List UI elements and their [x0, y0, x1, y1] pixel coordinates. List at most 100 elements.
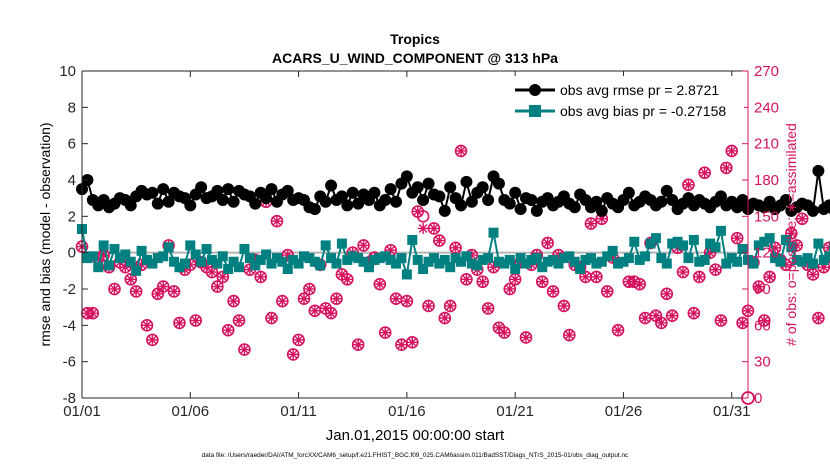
bias-point: [201, 244, 212, 255]
bias-point: [678, 240, 689, 251]
asterisk-stroke: [153, 289, 163, 299]
rmse-point: [460, 175, 473, 188]
obs-assimilated-marker: [276, 295, 288, 307]
y-tick-label: 2: [68, 208, 76, 225]
y2-tick-label: 180: [754, 172, 779, 189]
rmse-point: [455, 199, 468, 212]
asterisk-stroke: [564, 330, 574, 340]
asterisk-stroke: [375, 279, 385, 289]
asterisk-stroke: [462, 274, 471, 284]
rmse-point: [509, 186, 522, 199]
rmse-point: [438, 204, 451, 217]
obs-assimilated-marker: [666, 310, 678, 322]
bias-point: [174, 262, 185, 273]
y-tick-label: 8: [68, 99, 76, 116]
bias-point: [391, 258, 402, 269]
rmse-point: [736, 193, 749, 206]
asterisk-stroke: [175, 318, 184, 328]
obs-assimilated-marker: [482, 302, 494, 314]
rmse-point: [568, 201, 581, 214]
asterisk-stroke: [808, 270, 818, 279]
bias-point: [683, 253, 694, 264]
obs-assimilated-marker: [428, 222, 440, 234]
obs-assimilated-marker: [715, 314, 727, 326]
asterisk-stroke: [635, 279, 645, 289]
asterisk-stroke: [478, 277, 488, 287]
obs-assimilated-marker: [325, 307, 337, 319]
asterisk-stroke: [142, 320, 152, 330]
asterisk-stroke: [397, 340, 406, 350]
bias-point: [613, 258, 624, 269]
bias-point: [813, 238, 824, 249]
rmse-point: [308, 203, 321, 216]
bias-point: [342, 254, 353, 265]
rmse-point: [530, 204, 543, 217]
rmse-point: [482, 193, 495, 206]
rmse-point: [162, 195, 175, 208]
obs-assimilated-marker: [812, 312, 824, 324]
obs-assimilated-marker: [455, 145, 467, 157]
bias-point: [217, 251, 228, 262]
bias-point: [147, 258, 158, 269]
rmse-point: [622, 186, 635, 199]
asterisk-stroke: [456, 146, 466, 156]
bias-point: [380, 251, 391, 262]
asterisk-stroke: [602, 287, 612, 296]
obs-assimilated-marker: [753, 281, 765, 293]
bias-point: [824, 251, 830, 262]
asterisk-stroke: [667, 311, 677, 321]
asterisk-stroke: [781, 260, 791, 270]
obs-assimilated-marker: [358, 239, 370, 251]
obs-assimilated-marker: [460, 273, 472, 285]
bias-point: [109, 244, 120, 255]
rmse-point: [433, 190, 446, 203]
bias-point: [190, 249, 201, 260]
bias-point: [336, 238, 347, 249]
bias-point: [515, 253, 526, 264]
obs-assimilated-marker: [173, 317, 185, 329]
rmse-point: [660, 184, 673, 197]
obs-assimilated-marker: [271, 215, 283, 227]
bias-point: [445, 262, 456, 273]
asterisk-stroke: [240, 345, 249, 354]
bias-point: [418, 264, 429, 275]
obs-assimilated-marker: [547, 285, 559, 297]
x-tick-label: 01/06: [172, 403, 210, 420]
y-tick-label: -2: [63, 281, 76, 298]
asterisk-stroke: [110, 284, 119, 294]
bias-point: [331, 258, 342, 269]
bias-point: [710, 242, 721, 253]
rmse-point: [422, 177, 435, 190]
y-tick-label: -8: [63, 390, 76, 407]
chart-subtitle: ACARS_U_WIND_COMPONENT @ 313 hPa: [272, 50, 558, 66]
obs-assimilated-marker: [590, 271, 602, 283]
obs-assimilated-marker: [238, 344, 250, 356]
bias-point: [634, 254, 645, 265]
asterisk-stroke: [413, 207, 423, 216]
bias-point: [521, 258, 531, 269]
bias-point: [141, 254, 152, 265]
bias-point: [82, 253, 93, 264]
asterisk-stroke: [505, 284, 515, 294]
asterisk-stroke: [445, 301, 455, 311]
bias-point: [786, 242, 797, 253]
obs-assimilated-marker: [498, 327, 510, 339]
rmse-point: [319, 195, 332, 208]
bias-point: [575, 264, 586, 275]
obs-assimilated-marker: [720, 162, 732, 174]
rmse-point: [281, 184, 294, 197]
bias-point: [104, 260, 115, 271]
asterisk-stroke: [277, 296, 287, 306]
rmse-point: [146, 186, 159, 199]
obs-assimilated-marker: [585, 218, 597, 230]
obs-assimilated-marker: [542, 237, 554, 249]
bias-point: [656, 253, 667, 264]
obs-assimilated-marker: [764, 271, 776, 283]
bias-point: [158, 251, 169, 262]
y2-axis-ticks: 0 30 60 90 120 150 180 210 240 270: [742, 63, 779, 407]
bias-point: [114, 253, 125, 264]
bias-point: [136, 245, 147, 256]
y-tick-label: 4: [68, 172, 76, 189]
bias-point: [185, 240, 196, 251]
y-tick-label: -6: [63, 354, 76, 371]
